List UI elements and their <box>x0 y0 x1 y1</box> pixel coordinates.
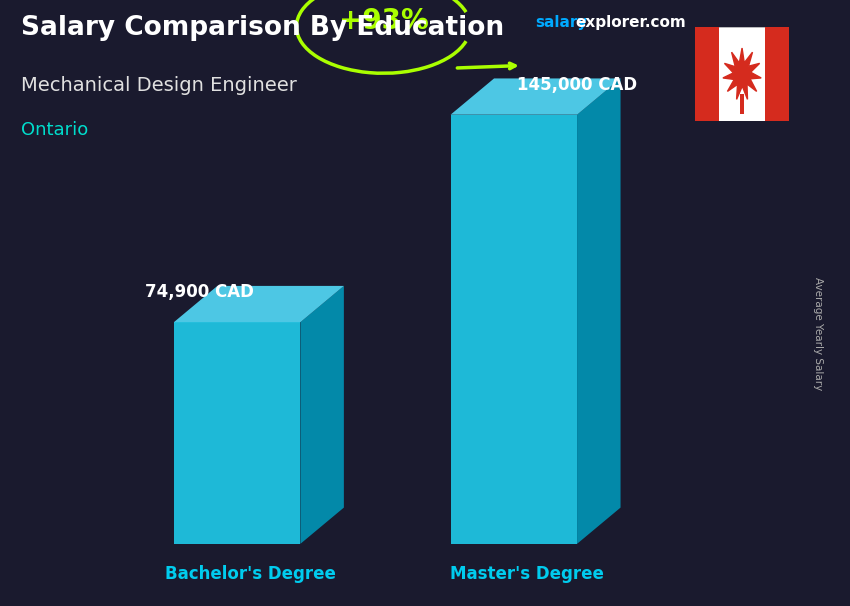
Text: explorer.com: explorer.com <box>575 15 686 30</box>
Polygon shape <box>577 78 620 544</box>
Text: +93%: +93% <box>338 7 428 36</box>
Text: 74,900 CAD: 74,900 CAD <box>144 284 253 301</box>
Text: Mechanical Design Engineer: Mechanical Design Engineer <box>21 76 297 95</box>
Polygon shape <box>300 286 344 544</box>
Polygon shape <box>174 322 300 544</box>
Text: 145,000 CAD: 145,000 CAD <box>517 76 638 94</box>
Polygon shape <box>174 286 344 322</box>
Polygon shape <box>450 115 577 544</box>
Polygon shape <box>722 48 762 99</box>
Text: Average Yearly Salary: Average Yearly Salary <box>813 277 823 390</box>
Text: salary: salary <box>536 15 588 30</box>
Bar <box>765 27 789 121</box>
Text: Bachelor's Degree: Bachelor's Degree <box>165 565 336 582</box>
Text: Salary Comparison By Education: Salary Comparison By Education <box>21 15 504 41</box>
Bar <box>740 95 745 114</box>
Bar <box>695 27 718 121</box>
Text: Ontario: Ontario <box>21 121 88 139</box>
Polygon shape <box>450 78 620 115</box>
Text: Master's Degree: Master's Degree <box>450 565 604 582</box>
